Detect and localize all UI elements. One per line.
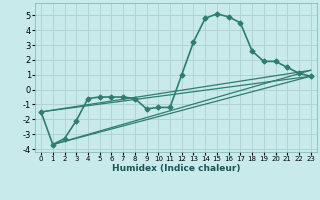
X-axis label: Humidex (Indice chaleur): Humidex (Indice chaleur) [112,164,240,173]
